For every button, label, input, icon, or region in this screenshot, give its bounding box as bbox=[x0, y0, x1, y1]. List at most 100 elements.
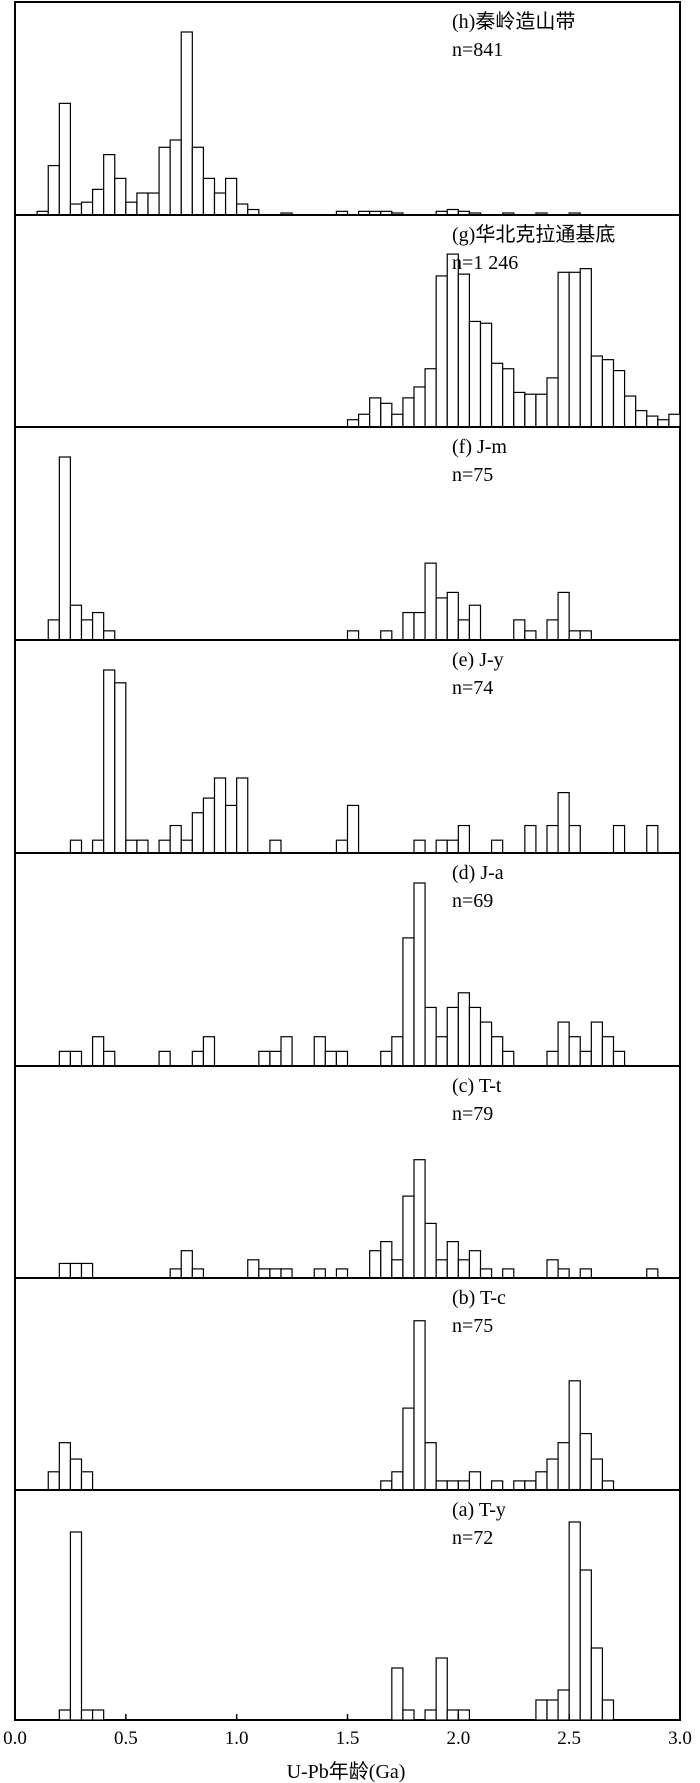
histogram-bar bbox=[579, 1569, 592, 1721]
x-axis: U-Pb年龄(Ga) 0.0 0.5 1.0 1.5 2.0 2.5 3.0 bbox=[3, 1714, 692, 1783]
histogram-bar bbox=[424, 1222, 437, 1279]
histogram-bar bbox=[479, 1268, 493, 1279]
histogram-bar bbox=[191, 1268, 205, 1279]
histogram-bar bbox=[413, 1320, 426, 1491]
panel-count: n=69 bbox=[452, 890, 493, 912]
histogram-bar bbox=[380, 402, 393, 428]
histogram-bar bbox=[58, 1262, 72, 1279]
histogram-bar bbox=[180, 839, 193, 854]
histogram-bar bbox=[546, 377, 559, 428]
panel-label: (g)华北克拉通基底 bbox=[452, 223, 615, 246]
histogram-bar bbox=[413, 386, 426, 428]
histogram-bar bbox=[490, 362, 504, 428]
histogram-bar bbox=[391, 1471, 404, 1491]
histogram-bar bbox=[657, 419, 670, 428]
histogram-bar bbox=[169, 1268, 182, 1279]
histogram-bar bbox=[646, 824, 659, 854]
panel-label: (a) T-y bbox=[452, 1499, 506, 1521]
panel-label: (d) J-a bbox=[452, 862, 504, 884]
histogram-bar bbox=[391, 1259, 404, 1279]
histogram-bar bbox=[346, 630, 360, 641]
histogram-bar bbox=[601, 359, 615, 428]
histogram-bar bbox=[280, 1268, 293, 1279]
histogram-bar bbox=[269, 839, 282, 854]
histogram-bar bbox=[313, 1268, 326, 1279]
histogram-bar bbox=[612, 824, 626, 854]
histogram-bar bbox=[557, 1021, 570, 1067]
histogram-bar bbox=[424, 1006, 437, 1067]
histogram-bar bbox=[646, 415, 659, 428]
histogram-bar bbox=[590, 355, 604, 428]
histogram-bar bbox=[335, 839, 349, 854]
histogram-bar bbox=[502, 1268, 515, 1279]
histogram-bar bbox=[202, 797, 216, 854]
panel-frame bbox=[14, 852, 681, 1067]
panel-count: n=75 bbox=[452, 1315, 493, 1337]
histogram-bar bbox=[213, 192, 227, 216]
x-tick-label: 0.0 bbox=[3, 1728, 27, 1749]
histogram-bar bbox=[457, 1480, 471, 1491]
panel-frame bbox=[14, 426, 681, 641]
histogram-bar bbox=[346, 804, 360, 854]
histogram-bar bbox=[490, 1036, 504, 1067]
histogram-bar bbox=[69, 1050, 83, 1067]
histogram-bar bbox=[568, 1036, 581, 1067]
histogram-bar bbox=[324, 1050, 338, 1067]
histogram-bar bbox=[258, 1050, 271, 1067]
histogram-bar bbox=[468, 1471, 482, 1491]
histogram-bar bbox=[247, 1259, 260, 1279]
histogram-bar bbox=[80, 1709, 94, 1721]
panel-count: n=74 bbox=[452, 677, 493, 699]
histogram-bar bbox=[502, 368, 515, 428]
histogram-bar bbox=[601, 1480, 615, 1491]
histogram-bar bbox=[668, 413, 681, 428]
histogram-bar bbox=[524, 630, 537, 641]
histogram-bar bbox=[202, 1036, 216, 1067]
histogram-bar bbox=[557, 1268, 570, 1279]
histogram-bar bbox=[568, 271, 581, 428]
histogram-bar bbox=[557, 271, 570, 428]
histogram-bar bbox=[69, 604, 83, 641]
histogram-bar bbox=[91, 839, 105, 854]
histogram-bar bbox=[568, 630, 581, 641]
histogram-bar bbox=[546, 1458, 559, 1491]
histogram-bar bbox=[114, 682, 127, 854]
histogram-bar bbox=[136, 839, 149, 854]
histogram-bar bbox=[457, 619, 471, 641]
histogram-bar bbox=[369, 1250, 382, 1279]
panel-label: (f) J-m bbox=[452, 436, 507, 458]
histogram-bar bbox=[635, 410, 648, 428]
histogram-bar bbox=[91, 611, 105, 641]
histogram-bar bbox=[413, 1159, 426, 1279]
histogram-bar bbox=[103, 630, 116, 641]
histogram-bar bbox=[513, 391, 526, 428]
histogram-bar bbox=[69, 203, 83, 216]
histogram-bar bbox=[58, 1709, 72, 1721]
histogram-bar bbox=[91, 188, 105, 216]
histogram-bar bbox=[601, 1699, 615, 1721]
histogram-bar bbox=[125, 839, 138, 854]
panel-d: (d) J-a n=69 bbox=[14, 852, 681, 1067]
histogram-bar bbox=[58, 1050, 72, 1067]
histogram-bar bbox=[69, 1262, 83, 1279]
histogram-bar bbox=[402, 397, 415, 428]
histogram-bar bbox=[380, 1050, 393, 1067]
histogram-bar bbox=[435, 275, 448, 428]
histogram-bar bbox=[91, 1036, 105, 1067]
histogram-bar bbox=[446, 1006, 459, 1067]
histogram-bar bbox=[479, 1021, 493, 1067]
histogram-bar bbox=[468, 320, 482, 428]
panel-label: (b) T-c bbox=[452, 1287, 506, 1309]
histogram-bar bbox=[546, 619, 559, 641]
histogram-bar bbox=[435, 1259, 448, 1279]
histogram-bar bbox=[380, 1480, 393, 1491]
histogram-bar bbox=[557, 792, 570, 854]
histogram-bar bbox=[424, 1442, 437, 1491]
histogram-bar bbox=[269, 1050, 282, 1067]
histogram-bar bbox=[457, 992, 471, 1067]
panel-f: (f) J-m n=75 bbox=[14, 426, 681, 641]
histogram-bar bbox=[568, 1521, 581, 1721]
panel-label: (c) T-t bbox=[452, 1075, 502, 1097]
histogram-bar bbox=[114, 177, 127, 216]
histogram-bar bbox=[58, 1442, 72, 1491]
